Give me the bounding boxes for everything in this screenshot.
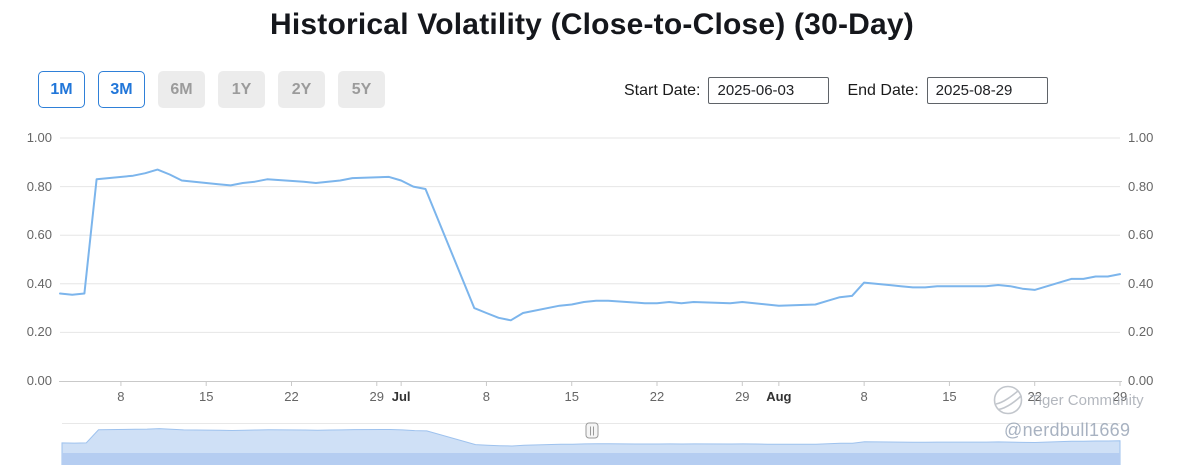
x-axis-label: 22 bbox=[284, 389, 299, 404]
y-axis-label-left: 0.60 bbox=[26, 227, 52, 243]
y-axis-label-left: 0.80 bbox=[26, 178, 52, 194]
end-date-label: End Date: bbox=[847, 81, 919, 99]
y-axis-label-left: 0.00 bbox=[26, 373, 52, 388]
navigator-strip bbox=[62, 453, 1120, 465]
y-axis-label-right: 0.60 bbox=[1128, 227, 1154, 243]
y-axis-label-right: 0.00 bbox=[1128, 373, 1154, 388]
author-watermark: @nerdbull1669 bbox=[1004, 420, 1131, 440]
y-axis-label-right: 0.20 bbox=[1128, 324, 1154, 340]
y-axis-label-right: 0.80 bbox=[1128, 178, 1154, 194]
x-axis-label: 15 bbox=[942, 389, 957, 404]
end-date-input[interactable] bbox=[926, 77, 1048, 104]
x-axis-label: 29 bbox=[1112, 389, 1128, 404]
y-axis-label-right: 1.00 bbox=[1128, 130, 1154, 145]
x-axis-label: 8 bbox=[482, 389, 491, 404]
brand-watermark-text: Tiger Community bbox=[1030, 391, 1144, 409]
y-axis-label-left: 0.20 bbox=[26, 324, 52, 340]
navigator-handle[interactable] bbox=[585, 422, 599, 439]
x-axis-label: 29 bbox=[369, 389, 385, 404]
range-button-2y[interactable]: 2Y bbox=[278, 71, 325, 108]
x-axis-label: Jul bbox=[391, 389, 411, 404]
range-button-5y[interactable]: 5Y bbox=[338, 71, 385, 108]
x-axis-label: 29 bbox=[735, 389, 750, 404]
range-button-group: 1M 3M 6M 1Y 2Y 5Y bbox=[38, 71, 385, 108]
x-axis-label: 22 bbox=[1027, 389, 1042, 404]
date-range-controls: Start Date: End Date: bbox=[624, 77, 1048, 104]
y-axis-label-right: 0.40 bbox=[1128, 275, 1154, 291]
page-title: Historical Volatility (Close-to-Close) (… bbox=[270, 8, 914, 41]
range-button-6m[interactable]: 6M bbox=[158, 71, 205, 108]
brand-watermark: Tiger Community bbox=[991, 383, 1144, 417]
x-axis-label: 8 bbox=[860, 389, 868, 404]
range-button-1m[interactable]: 1M bbox=[38, 71, 85, 108]
range-button-3m[interactable]: 3M bbox=[98, 71, 145, 108]
x-axis-label: 8 bbox=[117, 389, 125, 404]
series-line bbox=[59, 168, 1121, 322]
y-axis-label-left: 0.40 bbox=[26, 275, 52, 291]
x-axis-label: 15 bbox=[198, 389, 214, 404]
x-axis-label: Aug bbox=[766, 389, 792, 404]
tiger-community-logo-icon bbox=[993, 385, 1023, 415]
y-axis-label-left: 1.00 bbox=[26, 130, 52, 145]
start-date-label: Start Date: bbox=[624, 81, 701, 99]
start-date-input[interactable] bbox=[708, 77, 830, 104]
x-axis-label: 22 bbox=[649, 389, 665, 404]
x-axis-label: 15 bbox=[564, 389, 579, 404]
range-button-1y[interactable]: 1Y bbox=[218, 71, 265, 108]
